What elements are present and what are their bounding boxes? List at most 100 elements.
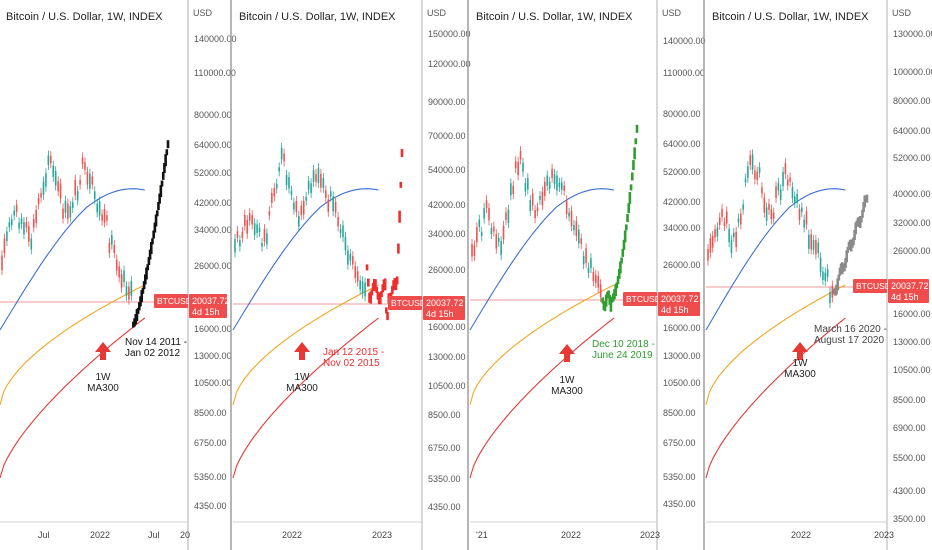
- candle: [527, 178, 529, 190]
- candle: [106, 215, 108, 221]
- y-tick-label: 16000.00: [194, 324, 232, 334]
- axis-unit-label: USD: [193, 8, 213, 18]
- candle: [500, 241, 502, 256]
- candle: [565, 200, 568, 215]
- candle: [775, 186, 777, 198]
- fractal-candle: [852, 237, 855, 246]
- candle: [71, 202, 74, 208]
- candle: [320, 173, 322, 188]
- fractal-date-annotation: Nov 14 2011 -: [125, 337, 187, 348]
- chart-panel-2: Bitcoin / U.S. Dollar, 1W, INDEX USD 15000…: [230, 0, 471, 550]
- fractal-date-annotation: June 24 2019: [592, 350, 653, 361]
- candle: [796, 193, 798, 204]
- ma-blue-line: [469, 188, 615, 331]
- ma300-label: 1W: [793, 358, 809, 369]
- candle: [28, 226, 30, 242]
- candle: [283, 153, 285, 162]
- candle: [582, 256, 585, 265]
- y-tick-label: 130000.00: [893, 29, 932, 39]
- candle: [52, 165, 55, 177]
- y-tick-label: 4350.00: [428, 502, 461, 512]
- y-tick-label: 8500.00: [893, 395, 926, 405]
- y-tick-label: 110000.00: [194, 68, 236, 78]
- fractal-candle: [860, 216, 863, 223]
- fractal-candle: [153, 222, 157, 233]
- candle: [534, 209, 536, 219]
- candle: [79, 179, 81, 185]
- candle: [130, 281, 133, 296]
- fractal-candle: [623, 230, 627, 243]
- candle: [307, 180, 310, 190]
- y-tick-label: 120000.00: [428, 59, 471, 69]
- candle: [261, 242, 263, 247]
- candle: [725, 211, 728, 224]
- candle: [273, 188, 276, 197]
- y-tick-label: 6750.00: [663, 438, 696, 448]
- candle: [573, 224, 575, 231]
- fractal-candle: [141, 287, 145, 294]
- candle: [352, 256, 354, 265]
- candle: [512, 185, 515, 194]
- candle: [568, 212, 570, 217]
- candle: [118, 266, 120, 278]
- price-badge-price: 20037.72: [661, 294, 699, 304]
- candle: [478, 219, 481, 227]
- candle: [103, 208, 106, 223]
- candle: [256, 224, 258, 233]
- candle: [718, 217, 721, 225]
- fractal-candle: [149, 242, 153, 255]
- fractal-candle: [385, 307, 388, 314]
- fractal-candle: [609, 299, 613, 312]
- candle: [711, 235, 714, 248]
- candle: [714, 229, 716, 238]
- y-tick-label: 26000.00: [893, 246, 931, 256]
- candle: [551, 168, 553, 178]
- candle: [347, 250, 349, 265]
- candle: [263, 229, 266, 242]
- candle: [111, 235, 113, 245]
- candle: [93, 191, 96, 200]
- fractal-candle: [619, 261, 622, 274]
- candle: [497, 237, 500, 242]
- candle: [784, 163, 787, 175]
- y-tick-label: 13000.00: [428, 352, 466, 362]
- fractal-candle: [635, 124, 639, 133]
- candle: [327, 199, 330, 212]
- fractal-candle: [397, 243, 400, 254]
- candle: [539, 195, 541, 200]
- candle: [10, 219, 13, 226]
- candle: [57, 181, 59, 192]
- fractal-candle: [154, 214, 158, 227]
- candle: [18, 222, 20, 229]
- up-arrow-icon: [95, 342, 111, 360]
- price-badge-price: 20037.72: [891, 281, 929, 291]
- fractal-candle: [394, 283, 398, 290]
- fractal-candle: [383, 278, 387, 291]
- candle: [779, 189, 782, 201]
- price-badge-symbol: BTCUSD: [391, 298, 426, 308]
- candle: [74, 179, 77, 196]
- fractal-candle: [147, 257, 151, 266]
- fractal-candle: [844, 257, 847, 268]
- candle: [805, 211, 808, 225]
- price-badge-symbol-box: [853, 279, 887, 293]
- candle: [808, 234, 810, 249]
- fractal-candle: [365, 264, 369, 271]
- y-tick-label: 42000.00: [663, 197, 701, 207]
- y-tick-label: 54000.00: [428, 165, 466, 175]
- ma300-label: 1W: [295, 372, 311, 383]
- candle: [763, 197, 766, 213]
- candle: [84, 162, 86, 170]
- candle: [536, 207, 539, 212]
- candle: [37, 198, 40, 205]
- fractal-candle: [620, 257, 623, 264]
- y-tick-label: 10500.00: [194, 378, 232, 388]
- y-tick-label: 6750.00: [194, 438, 227, 448]
- candle: [81, 157, 84, 165]
- y-tick-label: 80000.00: [194, 110, 232, 120]
- y-tick-label: 52000.00: [663, 167, 701, 177]
- fractal-candle: [854, 222, 858, 235]
- y-tick-label: 90000.00: [428, 97, 466, 107]
- candle: [271, 193, 273, 203]
- fractal-date-annotation: Dec 10 2018 -: [592, 339, 655, 350]
